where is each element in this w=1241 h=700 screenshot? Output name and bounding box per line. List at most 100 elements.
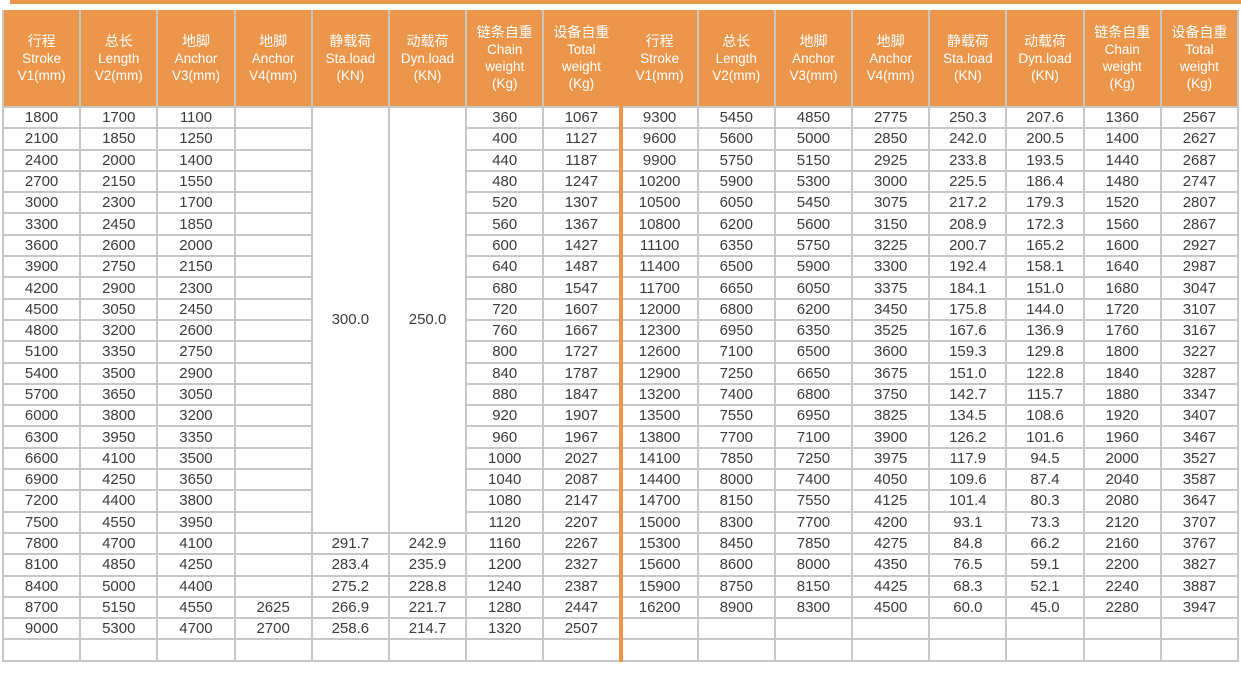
table-cell: 6950 (773, 404, 854, 428)
table-cell (233, 148, 313, 172)
header-line: Sta.load (325, 50, 376, 66)
table-cell: 1847 (542, 382, 622, 407)
header-line: (KN) (413, 67, 442, 83)
table-cell: 208.9 (928, 212, 1008, 236)
header-line: V1(mm) (635, 67, 684, 83)
table-cell: 221.7 (387, 595, 468, 620)
table-cell: 15300 (618, 531, 699, 556)
table-cell: 3000 (1, 191, 82, 215)
table-cell: 6350 (696, 233, 776, 258)
table-cell: 1320 (465, 617, 545, 641)
table-cell: 3675 (851, 361, 931, 385)
table-cell (618, 638, 699, 662)
column-header-lines: 总长 Length V2(mm) (700, 10, 773, 105)
table-cell: 151.0 (928, 361, 1008, 385)
table-cell: 3350 (79, 340, 159, 364)
table-cell: 7800 (1, 531, 82, 556)
table-cell: 920 (465, 404, 545, 428)
table-row: 7200 4400 3800 1080 2147 14700 8150 7550 4125 101… (1, 489, 1240, 513)
table-cell: 151.0 (1005, 276, 1085, 300)
table-cell: 8400 (1, 574, 82, 598)
table-row: 8700 5150 4550 2625 266.9 221.7 1280 2447 16200 8… (1, 595, 1240, 620)
table-cell: 5600 (696, 127, 776, 151)
table-cell (773, 638, 854, 662)
table-cell: 2807 (1159, 191, 1240, 215)
table-cell: 1040 (465, 468, 545, 492)
table-cell: 3950 (79, 425, 159, 449)
table-cell: 7250 (696, 361, 776, 385)
table-cell: 11700 (618, 276, 699, 300)
table-cell: 7850 (773, 531, 854, 556)
table-cell (1005, 638, 1085, 662)
header-line: Anchor (792, 50, 835, 66)
table-cell: 13800 (618, 425, 699, 449)
header-line: 静载荷 (946, 32, 989, 49)
table-cell: 2687 (1159, 148, 1240, 172)
table-cell: 3050 (156, 382, 236, 407)
table-cell: 291.7 (310, 531, 390, 556)
table-cell: 14100 (618, 446, 699, 471)
table-cell: 1067 (542, 105, 622, 130)
table-cell (773, 617, 854, 641)
table-cell: 560 (465, 212, 545, 236)
table-cell: 8750 (696, 574, 776, 598)
table-cell: 159.3 (928, 340, 1008, 364)
table-cell (233, 318, 313, 343)
header-line: 总长 (722, 32, 751, 49)
table-cell: 3650 (79, 382, 159, 407)
table-cell (233, 404, 313, 428)
table-cell: 7200 (1, 489, 82, 513)
table-cell: 7550 (696, 404, 776, 428)
table-cell (233, 425, 313, 449)
table-cell: 115.7 (1005, 382, 1085, 407)
table-cell: 1367 (542, 212, 622, 236)
table-cell: 5750 (773, 233, 854, 258)
table-cell: 1247 (542, 169, 622, 194)
table-cell: 7700 (696, 425, 776, 449)
table-cell: 1550 (156, 169, 236, 194)
table-cell: 4550 (156, 595, 236, 620)
table-cell: 1840 (1082, 361, 1162, 385)
table-cell: 3300 (851, 255, 931, 279)
table-cell: 3047 (1159, 276, 1240, 300)
table-cell: 3225 (851, 233, 931, 258)
table-cell: 3407 (1159, 404, 1240, 428)
table-cell: 2450 (79, 212, 159, 236)
table-cell: 3107 (1159, 297, 1240, 321)
table-cell: 3900 (851, 425, 931, 449)
table-cell: 8150 (773, 574, 854, 598)
table-cell: 3647 (1159, 489, 1240, 513)
table-row: 6300 3950 3350 960 1967 13800 7700 7100 3900 126.… (1, 425, 1240, 449)
table-cell: 7400 (773, 468, 854, 492)
table-cell: 266.9 (310, 595, 390, 620)
column-header-lines: 地脚 Anchor V4(mm) (854, 10, 927, 105)
table-cell: 10500 (618, 191, 699, 215)
table-cell: 6950 (696, 318, 776, 343)
table-cell: 233.8 (928, 148, 1008, 172)
table-cell: 60.0 (928, 595, 1008, 620)
table-cell: 207.6 (1005, 105, 1085, 130)
table-row: 2700 2150 1550 480 1247 10200 5900 5300 3000 225.… (1, 169, 1240, 194)
table-cell: 5000 (79, 574, 159, 598)
table-cell: 200.5 (1005, 127, 1085, 151)
table-cell: 1967 (542, 425, 622, 449)
table-cell: 3050 (79, 297, 159, 321)
table-cell: 8000 (696, 468, 776, 492)
table-cell: 1360 (1082, 105, 1162, 130)
table-cell: 186.4 (1005, 169, 1085, 194)
table-cell: 13200 (618, 382, 699, 407)
table-cell: 1080 (465, 489, 545, 513)
table-cell: 2147 (542, 489, 622, 513)
table-cell: 3767 (1159, 531, 1240, 556)
table-cell: 8700 (1, 595, 82, 620)
header-line: V4(mm) (866, 67, 915, 83)
table-cell: 5900 (773, 255, 854, 279)
table-cell: 167.6 (928, 318, 1008, 343)
table-cell: 12600 (618, 340, 699, 364)
header-line: 动载荷 (406, 32, 449, 49)
table-cell (310, 638, 390, 662)
header-line: weight (1179, 59, 1219, 74)
table-cell (1, 638, 82, 662)
table-cell: 2160 (1082, 531, 1162, 556)
table-cell: 3167 (1159, 318, 1240, 343)
